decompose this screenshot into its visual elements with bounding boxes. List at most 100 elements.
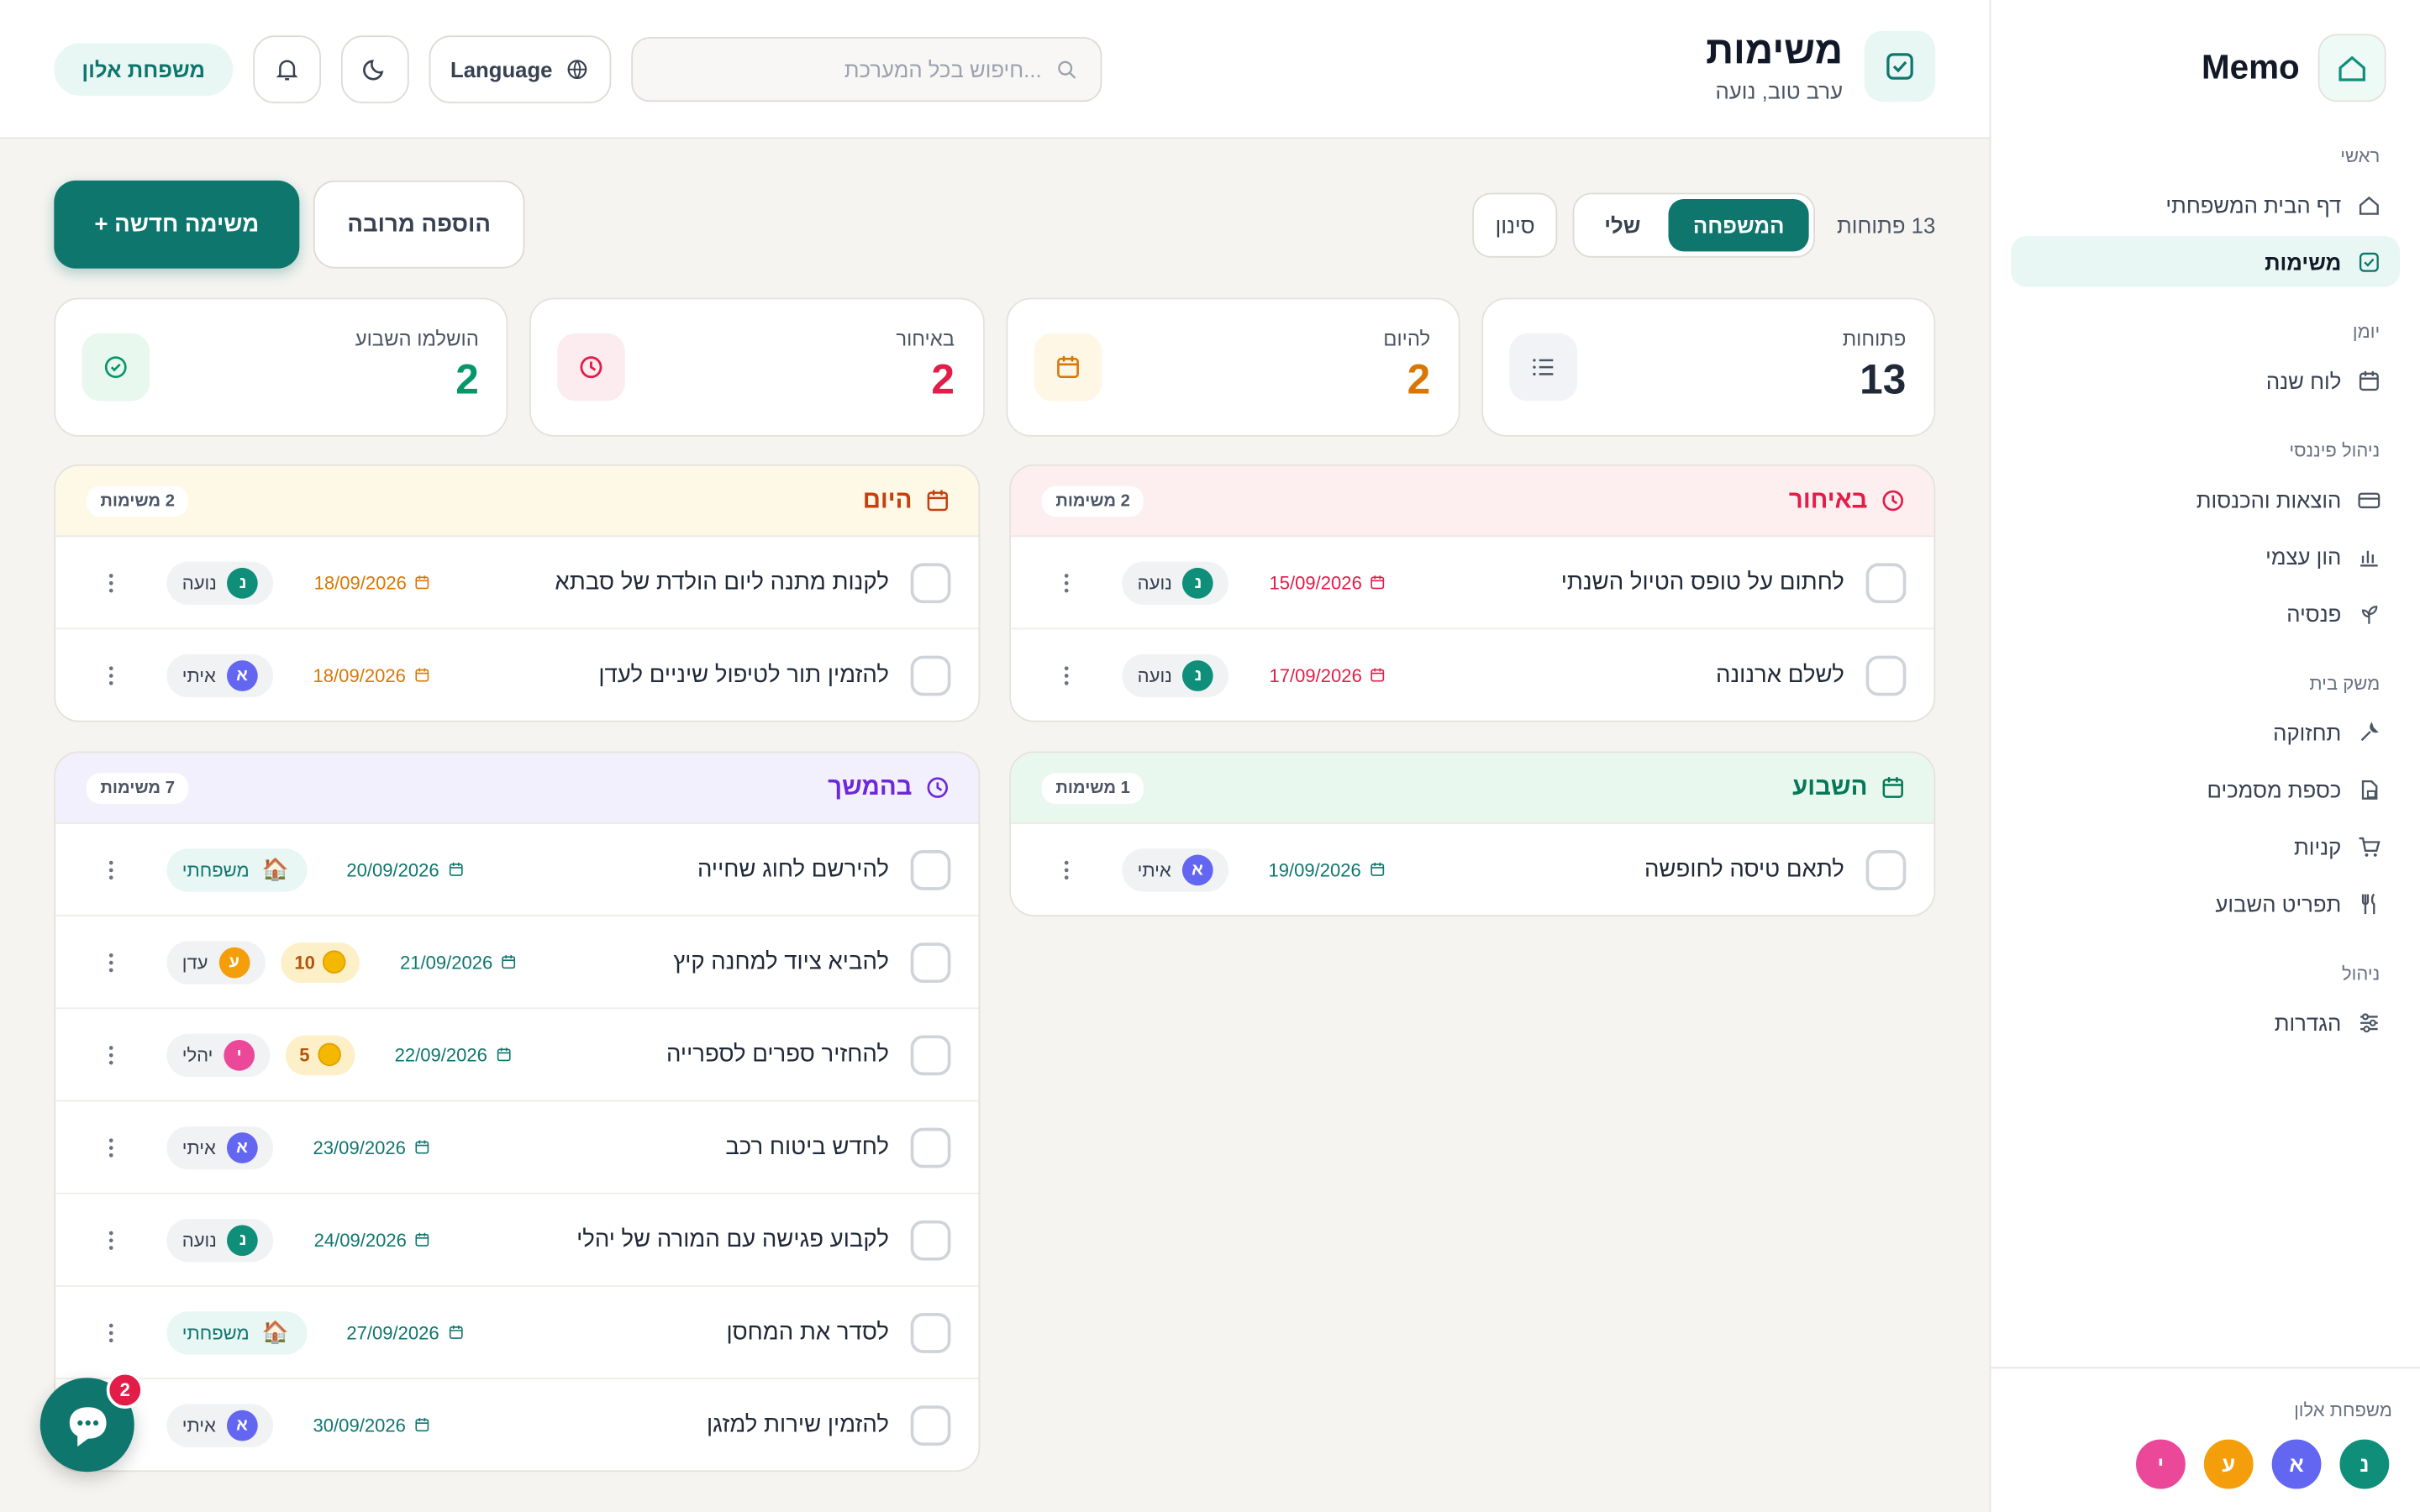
group-header: השבוע 1 משימות <box>1011 753 1934 824</box>
task-meta: 23/09/2026 א איתי <box>96 1125 430 1169</box>
nav-item[interactable]: הוצאות והכנסות <box>2011 474 2400 525</box>
task-menu[interactable] <box>1051 570 1082 595</box>
task-menu[interactable] <box>96 1227 127 1252</box>
nav-label: הון עצמי <box>2265 543 2342 569</box>
task-date-text: 21/09/2026 <box>399 951 493 974</box>
task-date-text: 15/09/2026 <box>1269 571 1362 594</box>
tabs: המשפחה שלי <box>1573 192 1816 258</box>
task-checkbox[interactable] <box>910 562 951 603</box>
icon <box>2361 780 2378 799</box>
task-main: לחתום על טופס הטיול השנתי <box>1561 562 1907 603</box>
task-points: 10 <box>280 942 360 983</box>
avatar[interactable]: י <box>2133 1436 2189 1493</box>
task-date: 20/09/2026 <box>346 858 464 880</box>
task-checkbox[interactable] <box>910 942 951 983</box>
icon <box>108 1137 113 1157</box>
task-row: לחתום על טופס הטיול השנתי 15/09/2026 נ נועה <box>1011 537 1934 630</box>
task-date-text: 20/09/2026 <box>346 858 439 880</box>
task-menu[interactable] <box>96 1320 127 1344</box>
task-title: להירשם לחוג שחייה <box>697 856 889 883</box>
assignee-name: איתי <box>182 664 216 686</box>
icon <box>415 668 429 682</box>
task-menu[interactable] <box>1051 663 1082 687</box>
nav-item[interactable]: קניות <box>2011 821 2400 872</box>
task-menu[interactable] <box>96 857 127 881</box>
task-assignee: א איתי <box>1122 848 1228 891</box>
new-task-button[interactable]: + משימה חדשה <box>54 180 300 269</box>
group-header: באיחור 2 משימות <box>1011 465 1934 538</box>
icon <box>502 955 516 969</box>
task-title: לסדר את המחסן <box>726 1319 889 1346</box>
task-menu[interactable] <box>96 1135 127 1159</box>
icon <box>2361 605 2378 623</box>
stat-value: 13 <box>1860 356 1907 403</box>
nav-item[interactable]: תחזוקה <box>2011 706 2400 758</box>
task-checkbox[interactable] <box>910 654 951 696</box>
assignee-name: נועה <box>1137 571 1172 594</box>
task-checkbox[interactable] <box>910 1404 951 1446</box>
nav-item[interactable]: הון עצמי <box>2011 531 2400 582</box>
icon <box>1886 53 1913 80</box>
task-main: לקבוע פגישה עם המורה של יהלי <box>576 1219 951 1260</box>
nav-item[interactable]: הגדרות <box>2011 997 2400 1048</box>
bulk-add-button[interactable]: הוספה מרובה <box>313 180 525 269</box>
task-menu[interactable] <box>96 570 127 595</box>
avatar[interactable]: ע <box>2201 1436 2257 1493</box>
task-row: להביא ציוד למחנה קיץ 21/09/2026 10 ע עדן <box>55 916 979 1010</box>
task-assignee: נ נועה <box>166 560 274 605</box>
icon <box>1064 665 1069 685</box>
stat-value: 2 <box>455 356 479 403</box>
task-row: להזמין תור לטיפול שיניים לעדן 18/09/2026 א… <box>55 629 978 720</box>
task-date: 24/09/2026 <box>314 1229 432 1251</box>
notifications-button[interactable] <box>253 35 321 104</box>
nav-section-title: משק בית <box>2309 672 2381 695</box>
task-checkbox[interactable] <box>1865 562 1907 603</box>
task-checkbox[interactable] <box>910 1126 951 1168</box>
icon <box>2359 251 2379 271</box>
chat-button[interactable]: 2 <box>39 1371 144 1473</box>
nav-label: תפריט השבוע <box>2215 890 2342 916</box>
nav-item[interactable]: דף הבית המשפחתי <box>2011 179 2400 230</box>
group-title-text: באיחור <box>1788 486 1868 513</box>
filter-button[interactable]: סינון <box>1472 192 1559 258</box>
nav-item[interactable]: משימות <box>2011 236 2401 287</box>
task-row: לתאם טיסה לחופשה 19/09/2026 א איתי <box>1011 824 1933 915</box>
assignee-name: איתי <box>1137 858 1171 880</box>
task-checkbox[interactable] <box>910 849 951 890</box>
task-checkbox[interactable] <box>1865 654 1907 696</box>
task-menu[interactable] <box>96 950 127 974</box>
task-title: לקבוע פגישה עם המורה של יהלי <box>576 1226 889 1253</box>
avatar[interactable]: א <box>2269 1436 2325 1493</box>
task-menu[interactable] <box>1051 857 1082 881</box>
nav-item[interactable]: פנסיה <box>2011 588 2400 639</box>
task-checkbox[interactable] <box>1865 849 1907 890</box>
nav-item[interactable]: לוח שנה <box>2011 354 2400 406</box>
nav-item[interactable]: כספת מסמכים <box>2011 764 2400 815</box>
language-label: Language <box>450 56 553 82</box>
search-box[interactable]: חיפוש בכל המערכת... <box>631 37 1102 102</box>
nav-section-title: יומן <box>2352 321 2381 343</box>
assignee-avatar: נ <box>227 1224 259 1256</box>
avatar[interactable]: נ <box>2336 1436 2392 1493</box>
page-title: משימות <box>1706 29 1844 73</box>
tab[interactable]: המשפחה <box>1668 198 1809 252</box>
task-title: לחדש ביטוח רכב <box>725 1134 889 1161</box>
task-row: להזמין שירות למזגן 30/09/2026 א איתי <box>55 1379 978 1470</box>
group-count: 1 משימות <box>1041 772 1144 804</box>
task-checkbox[interactable] <box>910 1034 951 1075</box>
tab[interactable]: שלי <box>1604 213 1641 238</box>
family-title: משפחת אלון <box>2294 1399 2392 1421</box>
title-block: משימות ערב טוב, נועה <box>1706 29 1936 103</box>
task-menu[interactable] <box>96 663 127 687</box>
theme-button[interactable] <box>340 35 409 104</box>
language-button[interactable]: Language <box>429 35 612 104</box>
task-checkbox[interactable] <box>910 1312 951 1352</box>
task-meta: 21/09/2026 10 ע עדן <box>96 940 518 984</box>
assignee-avatar: נ <box>1182 659 1214 690</box>
family-badge[interactable]: משפחת אלון <box>54 43 234 96</box>
icon <box>2360 1012 2378 1032</box>
nav-item[interactable]: תפריט השבוע <box>2011 878 2400 929</box>
task-menu[interactable] <box>96 1042 127 1067</box>
assignee-avatar: נ <box>227 567 259 598</box>
task-checkbox[interactable] <box>910 1219 951 1260</box>
